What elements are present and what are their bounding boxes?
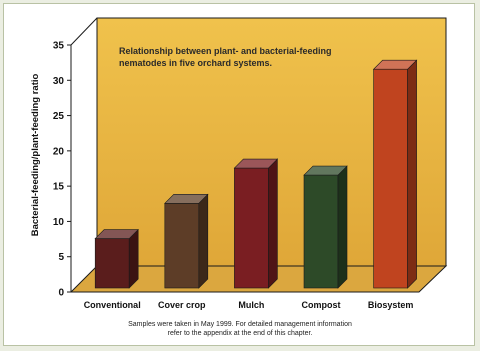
bar-side: [128, 228, 139, 289]
y-tick-label: 0: [58, 288, 64, 299]
x-tick-label: Cover crop: [158, 300, 206, 310]
y-tick-label: 15: [53, 182, 65, 193]
y-tick-label: 5: [58, 252, 64, 263]
y-tick-label: 10: [53, 217, 65, 228]
y-tick-label: 20: [53, 146, 65, 157]
caption-line-2: refer to the appendix at the end of this…: [167, 330, 313, 337]
bar-top: [164, 194, 209, 204]
x-tick-label: Biosystem: [368, 300, 414, 310]
bar-side: [198, 193, 209, 289]
bar-conventional: [94, 228, 139, 289]
bar-front: [234, 167, 269, 289]
x-tick-label: Compost: [302, 300, 341, 310]
bar-cover-crop: [164, 193, 209, 289]
y-tick-label: 25: [53, 111, 65, 122]
caption-line-1: Samples were taken in May 1999. For deta…: [128, 321, 352, 328]
x-tick-label: Mulch: [238, 300, 264, 310]
y-tick-label: 30: [53, 76, 65, 87]
bar-top: [372, 59, 418, 70]
bar-biosystem: [372, 59, 418, 289]
y-axis-depth-line: [70, 17, 98, 46]
bar-side: [407, 59, 417, 289]
y-axis-label: Bacterial-feeding/plant-feeding ratio: [30, 74, 41, 237]
bar-front: [373, 68, 408, 289]
bar-front: [164, 203, 200, 289]
y-tick-label: 35: [53, 41, 65, 52]
bar-mulch: [233, 158, 279, 289]
bar-front: [303, 174, 339, 289]
chart-title: Relationship between plant- and bacteria…: [119, 46, 334, 68]
bar-top: [303, 165, 348, 176]
bar-compost: [303, 165, 348, 289]
bar-front: [94, 238, 130, 289]
bar-top: [94, 229, 139, 239]
bar-side: [337, 165, 348, 289]
x-tick-label: Conventional: [84, 300, 141, 310]
bar-top: [233, 158, 279, 169]
bar-side: [268, 158, 278, 289]
